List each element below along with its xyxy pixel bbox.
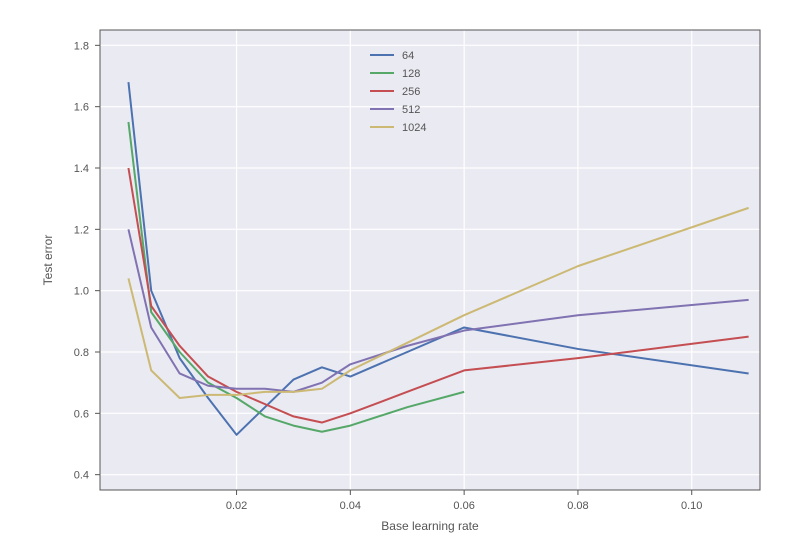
plot-area [100, 30, 760, 490]
line-chart: 0.02 0.04 0.06 0.08 0.10 0.4 0.6 0.8 1.0 1.2 1.4 1.… [0, 0, 800, 550]
ytick-label: 1.8 [74, 40, 89, 52]
xtick-label: 0.04 [340, 500, 361, 512]
legend-label: 64 [402, 50, 414, 62]
xtick-label: 0.10 [681, 500, 702, 512]
x-axis-label: Base learning rate [381, 519, 479, 533]
ytick-label: 0.8 [74, 347, 89, 359]
legend-label: 512 [402, 104, 420, 116]
xtick-label: 0.08 [567, 500, 588, 512]
y-axis-label: Test error [41, 235, 55, 286]
xtick-label: 0.02 [226, 500, 247, 512]
ytick-label: 1.6 [74, 102, 89, 114]
ytick-label: 0.6 [74, 408, 89, 420]
legend-label: 128 [402, 68, 420, 80]
ytick-label: 1.2 [74, 224, 89, 236]
ytick-label: 1.4 [74, 163, 89, 175]
legend-label: 1024 [402, 122, 426, 134]
xtick-label: 0.06 [453, 500, 474, 512]
ytick-label: 1.0 [74, 286, 89, 298]
legend-label: 256 [402, 86, 420, 98]
ytick-label: 0.4 [74, 470, 89, 482]
line-chart-container: 0.02 0.04 0.06 0.08 0.10 0.4 0.6 0.8 1.0 1.2 1.4 1.… [0, 0, 800, 550]
